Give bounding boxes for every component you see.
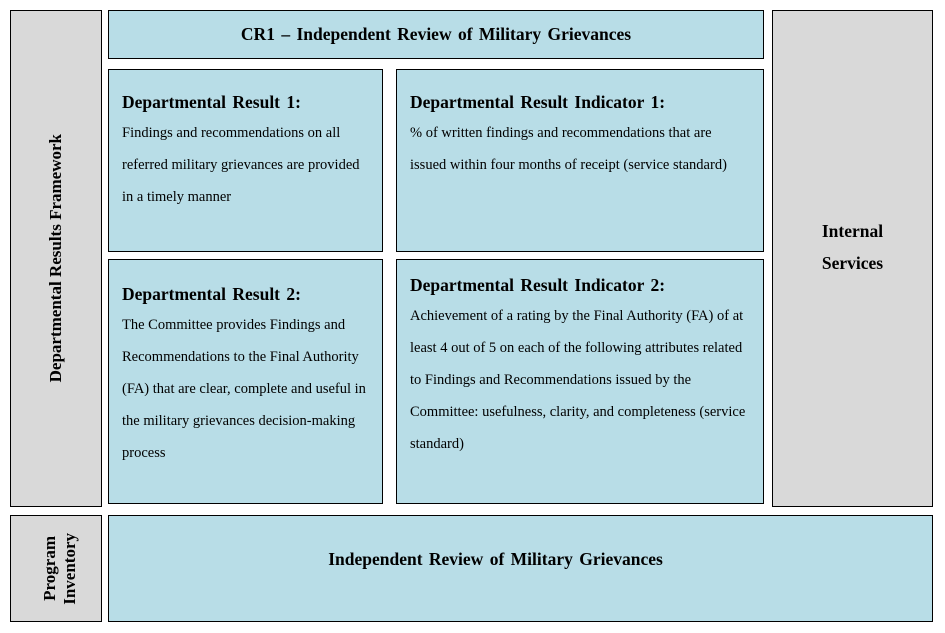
program-box: Independent Review of Military Grievance… (108, 515, 933, 622)
result-indicator-1: Departmental Result Indicator 1: % of wr… (396, 69, 764, 252)
program-inventory-line2: Inventory (60, 532, 79, 605)
indicator-2-title: Departmental Result Indicator 2: (410, 275, 666, 295)
result-indicator-2: Departmental Result Indicator 2: Achieve… (396, 259, 764, 504)
core-responsibility-title: CR1 – Independent Review of Military Gri… (240, 24, 632, 44)
framework-label-box: Departmental Results Framework (10, 10, 102, 507)
indicator-1-title: Departmental Result Indicator 1: (410, 92, 666, 112)
result-2-title: Departmental Result 2: (122, 284, 301, 304)
program-title: Independent Review of Military Grievance… (328, 549, 663, 569)
framework-label: Departmental Results Framework (46, 134, 65, 383)
departmental-result-2: Departmental Result 2: The Committee pro… (108, 259, 383, 504)
program-inventory-label-box: Program Inventory (10, 515, 102, 622)
indicator-2-text: Achievement of a rating by the Final Aut… (410, 308, 746, 452)
result-2-text: The Committee provides Findings and Reco… (122, 317, 366, 461)
departmental-result-1: Departmental Result 1: Findings and reco… (108, 69, 383, 252)
core-responsibility-box: CR1 – Independent Review of Military Gri… (108, 10, 764, 59)
program-inventory-line1: Program (40, 536, 59, 601)
internal-services-box: Internal Services (772, 10, 933, 507)
internal-services-label: Internal Services (821, 220, 884, 273)
result-1-text: Findings and recommendations on all refe… (122, 125, 360, 205)
result-1-title: Departmental Result 1: (122, 92, 301, 112)
indicator-1-text: % of written findings and recommendation… (410, 125, 727, 173)
